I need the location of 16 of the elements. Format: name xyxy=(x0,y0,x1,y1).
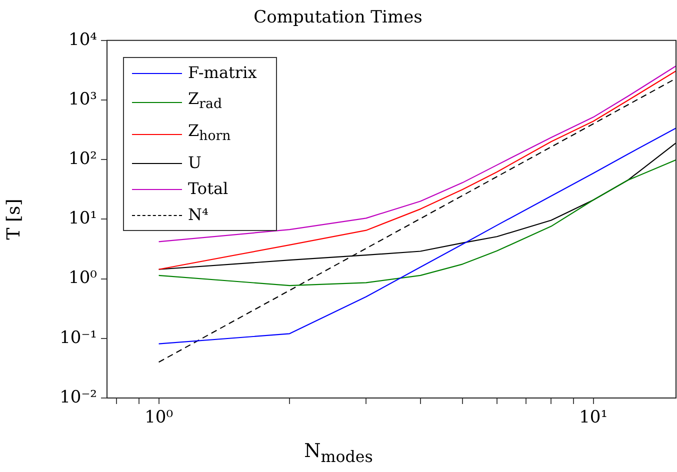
y-tick-label: 10⁻¹ xyxy=(60,328,97,348)
legend-label: U xyxy=(188,152,202,174)
legend-label: Z$_{rad}$ xyxy=(188,88,223,114)
y-tick-label: 10² xyxy=(68,149,97,170)
x-axis-title: N$_{modes}$ xyxy=(303,440,374,466)
legend-label: F-matrix xyxy=(188,62,258,84)
y-tick-label: 10⁻² xyxy=(60,387,97,408)
y-tick-label: 10⁰ xyxy=(68,268,98,288)
legend-label: Total xyxy=(188,178,230,200)
y-tick-label: 10³ xyxy=(68,89,97,110)
chart-title: Computation Times xyxy=(254,8,422,28)
y-axis-title: T [s] xyxy=(3,198,24,240)
legend-label: N⁴ xyxy=(188,204,210,226)
legend-label: Z$_{horn}$ xyxy=(188,120,232,146)
y-tick-label: 10¹ xyxy=(68,208,97,229)
y-tick-label: 10⁴ xyxy=(68,30,98,50)
